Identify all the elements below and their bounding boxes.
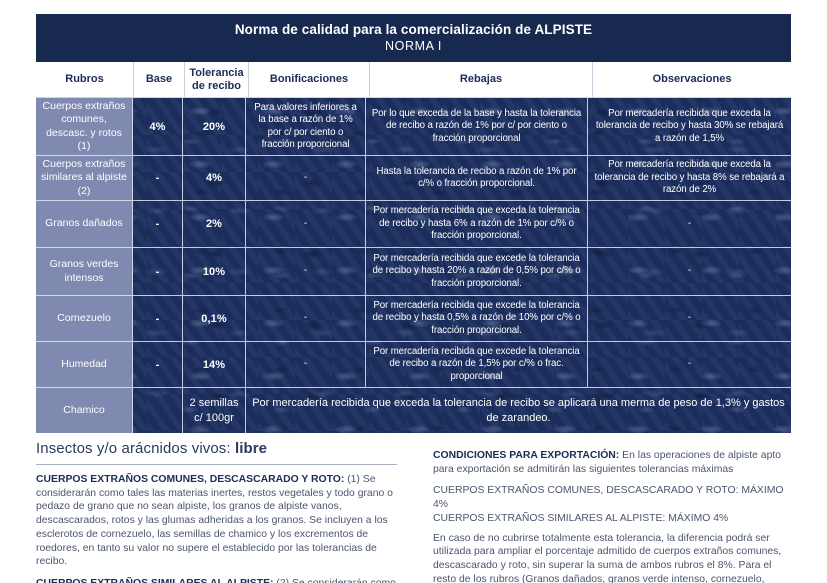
tolerancia-cell: 0,1% — [183, 296, 246, 342]
rubro-cell: Cuerpos extraños similares al alpiste (2… — [36, 156, 133, 201]
rebajas-cell: Por mercadería recibida que exceda la to… — [366, 201, 588, 248]
footnote-text: (2) Se considerarán como tales el trigoy… — [36, 578, 396, 583]
rebajas-cell: Hasta la tolerancia de recibo a razón de… — [366, 156, 588, 201]
bonificaciones-cell: - — [246, 342, 366, 388]
table-row: Granos verdes intensos - 10% - Por merca… — [36, 248, 791, 296]
bonificaciones-cell: - — [246, 156, 366, 201]
table-header-row: Rubros Base Tolerancia de recibo Bonific… — [36, 62, 791, 98]
rubro-cell: Chamico — [36, 388, 133, 433]
export-max-line-similares: CUERPOS EXTRAÑOS SIMILARES AL ALPISTE: M… — [433, 512, 729, 524]
rubro-cell: Granos verdes intensos — [36, 248, 133, 296]
base-cell: - — [133, 248, 183, 296]
footnote-column-left: CUERPOS EXTRAÑOS COMUNES, DESCASCARADO Y… — [36, 473, 402, 583]
footnote-text: (1) Se considerarán como tales las mater… — [36, 474, 393, 568]
footnotes-section: Insectos y/o arácnidos vivos: libre CUER… — [36, 440, 791, 583]
rebajas-cell: Por mercadería recibida que excede la to… — [366, 296, 588, 342]
insects-label: Insectos y/o arácnidos vivos: — [36, 440, 231, 457]
tolerancia-cell: 2% — [183, 201, 246, 248]
rubro-cell: Cuerpos extraños comunes, descasc. y rot… — [36, 98, 133, 156]
observaciones-cell: Por mercadería recibida que exceda la to… — [588, 98, 791, 156]
table-row: Cuerpos extraños comunes, descasc. y rot… — [36, 98, 791, 156]
rubro-cell: Humedad — [36, 342, 133, 388]
table-row: Granos dañados - 2% - Por mercadería rec… — [36, 201, 791, 248]
column-header-base: Base — [134, 62, 185, 97]
tolerancia-cell: 2 semillas c/ 100gr — [183, 388, 246, 433]
export-conditions-lead: CONDICIONES PARA EXPORTACIÓN: — [433, 450, 620, 461]
bonificaciones-cell: Para valores inferiores a la base a razó… — [246, 98, 366, 156]
observaciones-cell: - — [588, 342, 791, 388]
base-cell — [133, 388, 183, 433]
bonificaciones-cell: - — [246, 296, 366, 342]
alpiste-standard-table: Norma de calidad para la comercializació… — [36, 14, 791, 433]
footnote-cuerpos-similares: CUERPOS EXTRAÑOS SIMILARES AL ALPISTE: (… — [36, 577, 402, 583]
base-cell: - — [133, 201, 183, 248]
rubro-cell: Cornezuelo — [36, 296, 133, 342]
footnote-column-right: CONDICIONES PARA EXPORTACIÓN: En las ope… — [433, 449, 791, 583]
observaciones-cell: - — [588, 201, 791, 248]
page-subtitle: NORMA I — [385, 38, 442, 53]
observaciones-cell: Por mercadería recibida que exceda la to… — [588, 156, 791, 201]
tolerancia-cell: 14% — [183, 342, 246, 388]
tolerancia-cell: 10% — [183, 248, 246, 296]
rubro-cell: Granos dañados — [36, 201, 133, 248]
observaciones-cell: - — [588, 248, 791, 296]
insects-value: libre — [234, 440, 268, 457]
bonificaciones-cell: - — [246, 248, 366, 296]
table-row: Humedad - 14% - Por mercadería recibida … — [36, 342, 791, 388]
chamico-merged-note-cell: Por mercadería recibida que exceda la to… — [252, 396, 785, 424]
table-row-chamico: Chamico 2 semillas c/ 100gr Por mercader… — [36, 388, 791, 433]
tolerancia-cell: 20% — [183, 98, 246, 156]
base-cell: - — [133, 342, 183, 388]
column-header-rubros: Rubros — [36, 62, 134, 97]
column-header-observaciones: Observaciones — [652, 73, 732, 86]
base-cell: - — [133, 156, 183, 201]
table-row: Cornezuelo - 0,1% - Por mercadería recib… — [36, 296, 791, 342]
footnote-cuerpos-comunes: CUERPOS EXTRAÑOS COMUNES, DESCASCARADO Y… — [36, 473, 402, 569]
export-conditions-text: En las operaciones de alpiste apto para … — [433, 450, 782, 475]
rebajas-cell: Por mercadería recibida que excede la to… — [366, 342, 588, 388]
table-body: Cuerpos extraños comunes, descasc. y rot… — [36, 98, 791, 433]
table-title-band: Norma de calidad para la comercializació… — [36, 14, 791, 62]
column-header-rebajas: Rebajas — [370, 62, 593, 97]
base-cell: - — [133, 296, 183, 342]
rebajas-cell: Por lo que exceda de la base y hasta la … — [366, 98, 588, 156]
page-title: Norma de calidad para la comercializació… — [234, 21, 593, 37]
footnote-lead: CUERPOS EXTRAÑOS COMUNES, DESCASCARADO Y… — [36, 474, 345, 485]
table-row: Cuerpos extraños similares al alpiste (2… — [36, 156, 791, 201]
export-conditions-note: CONDICIONES PARA EXPORTACIÓN: En las ope… — [433, 449, 791, 476]
tolerancia-cell: 4% — [183, 156, 246, 201]
column-header-tolerancia: Tolerancia de recibo — [185, 62, 249, 97]
insects-line: Insectos y/o arácnidos vivos: libre — [36, 440, 791, 457]
divider-line — [36, 464, 397, 465]
footnote-lead: CUERPOS EXTRAÑOS SIMILARES AL ALPISTE: — [36, 578, 273, 583]
export-max-line-comunes: CUERPOS EXTRAÑOS COMUNES, DESCASCARADO Y… — [433, 485, 784, 511]
rebajas-cell: Por mercadería recibida que excede la to… — [366, 248, 588, 296]
bonificaciones-cell: - — [246, 201, 366, 248]
base-cell: 4% — [133, 98, 183, 156]
export-closing-note: En caso de no cubrirse totalmente esta t… — [433, 532, 782, 583]
observaciones-cell: - — [588, 296, 791, 342]
footnote-columns: CUERPOS EXTRAÑOS COMUNES, DESCASCARADO Y… — [36, 450, 791, 583]
column-header-bonificaciones: Bonificaciones — [249, 62, 370, 97]
